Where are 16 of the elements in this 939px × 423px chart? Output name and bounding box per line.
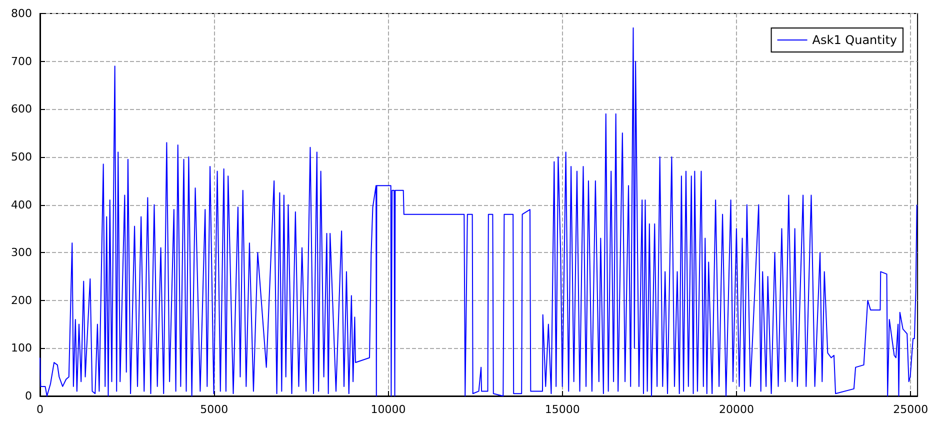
y-tick-label: 500 bbox=[10, 150, 32, 164]
y-tick-label: 0 bbox=[24, 390, 32, 402]
y-tick-label: 800 bbox=[10, 7, 32, 20]
x-tick-label: 20000 bbox=[718, 403, 754, 416]
x-tick-label: 25000 bbox=[893, 403, 928, 416]
y-tick-label: 600 bbox=[10, 102, 32, 116]
legend-label: Ask1 Quantity bbox=[812, 33, 898, 47]
x-tick-label: 0 bbox=[36, 403, 44, 416]
x-tick-label: 10000 bbox=[370, 403, 406, 416]
y-tick-label: 700 bbox=[10, 54, 32, 68]
y-tick-label: 300 bbox=[10, 246, 32, 260]
y-tick-label: 400 bbox=[10, 198, 32, 212]
x-tick-label: 15000 bbox=[544, 403, 580, 416]
y-tick-label: 200 bbox=[10, 294, 32, 307]
y-tick-label: 100 bbox=[10, 342, 32, 355]
x-tick-label: 5000 bbox=[200, 403, 228, 416]
